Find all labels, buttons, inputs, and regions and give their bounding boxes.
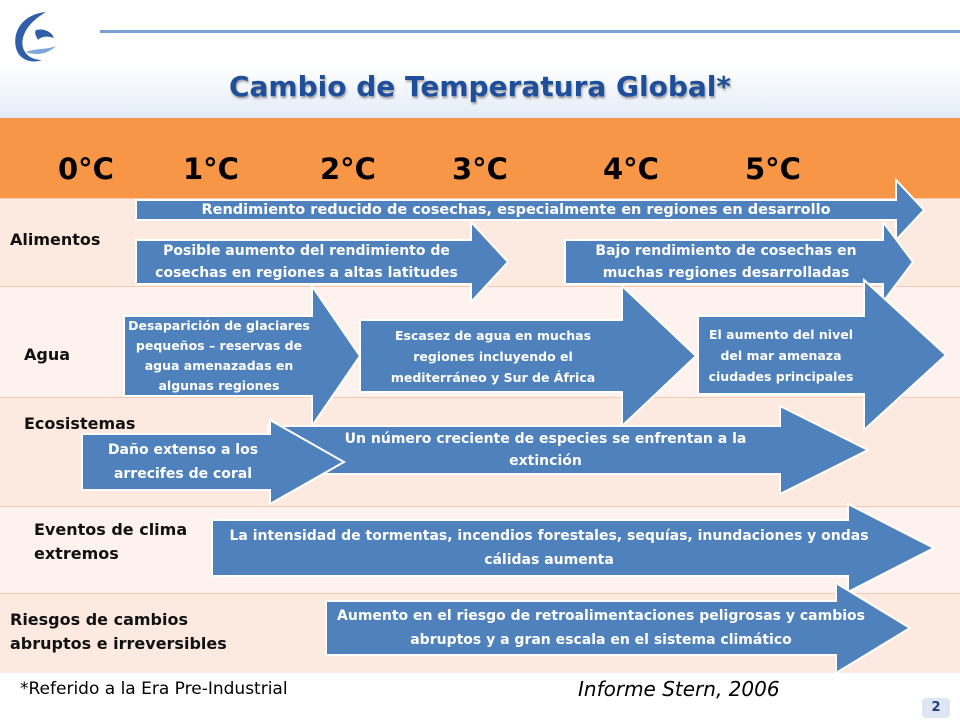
arrow-shape-icon [697, 277, 948, 433]
arrow-shape-icon [325, 581, 912, 675]
temp-label-2: 2°C [320, 152, 376, 186]
row-label-ecosistemas: Ecosistemas [24, 414, 136, 433]
arrow-text: Escasez de agua en muchas regiones inclu… [390, 327, 596, 385]
page-title: Cambio de Temperatura Global* [228, 70, 732, 103]
arrow-text: Aumento en el riesgo de retroalimentacio… [337, 608, 865, 648]
row-label-riesgos: Riesgos de cambios abruptos e irreversib… [10, 610, 227, 653]
arrow-shape-icon [211, 502, 937, 594]
arrow-rendimiento-reducido: Rendimiento reducido de cosechas, especi… [135, 177, 926, 243]
arrow-shape-icon [359, 283, 698, 429]
top-bar [0, 0, 960, 118]
page-number: 2 [922, 698, 950, 718]
footnote: *Referido a la Era Pre-Industrial [20, 679, 288, 699]
temp-label-4: 4°C [603, 152, 659, 186]
arrow-glaciares: Desaparición de glaciares pequeños – res… [123, 282, 362, 430]
logo-icon [15, 12, 56, 62]
arrow-aumento-rendimiento: Posible aumento del rendimiento de cosec… [135, 219, 510, 305]
arrow-text: El aumento del nivel del mar amenaza ciu… [708, 326, 854, 384]
temp-label-5: 5°C [745, 152, 801, 186]
arrow-text: Un número creciente de especies se enfre… [344, 431, 747, 469]
source-citation: Informe Stern, 2006 [578, 677, 780, 701]
arrow-shape-icon [135, 219, 510, 305]
arrow-shape-icon [135, 177, 926, 243]
arrow-riesgo-retroalimentaciones: Aumento en el riesgo de retroalimentacio… [325, 581, 912, 675]
arrow-shape-icon [564, 219, 915, 305]
row-label-alimentos: Alimentos [10, 230, 101, 249]
temp-label-0: 0°C [58, 152, 114, 186]
arrow-escasez-agua: Escasez de agua en muchas regiones inclu… [359, 283, 698, 429]
arrow-shape-icon [123, 282, 362, 430]
temperature-header [0, 118, 960, 198]
row-label-agua: Agua [24, 345, 71, 364]
arrow-bajo-rendimiento: Bajo rendimiento de cosechas en muchas r… [564, 219, 915, 305]
arrow-arrecifes: Daño extenso a los arrecifes de coral [81, 418, 347, 506]
arrow-text: Bajo rendimiento de cosechas en muchas r… [595, 243, 857, 281]
arrow-shape-icon [81, 418, 347, 506]
arrow-text: Posible aumento del rendimiento de cosec… [155, 243, 458, 281]
arrow-shape-icon [267, 404, 871, 496]
arrow-intensidad-tormentas: La intensidad de tormentas, incendios fo… [211, 502, 937, 594]
arrow-especies: Un número creciente de especies se enfre… [267, 404, 871, 496]
arrow-nivel-mar: El aumento del nivel del mar amenaza ciu… [697, 277, 948, 433]
row-label-eventos: Eventos de clima extremos [34, 520, 188, 563]
top-rule [100, 30, 960, 33]
arrow-text: Daño extenso a los arrecifes de coral [107, 442, 259, 482]
temp-label-1: 1°C [183, 152, 239, 186]
temp-label-3: 3°C [452, 152, 508, 186]
arrow-text: Rendimiento reducido de cosechas, especi… [201, 202, 831, 218]
arrow-text: La intensidad de tormentas, incendios fo… [229, 528, 869, 568]
arrow-text: Desaparición de glaciares pequeños – res… [128, 318, 310, 393]
